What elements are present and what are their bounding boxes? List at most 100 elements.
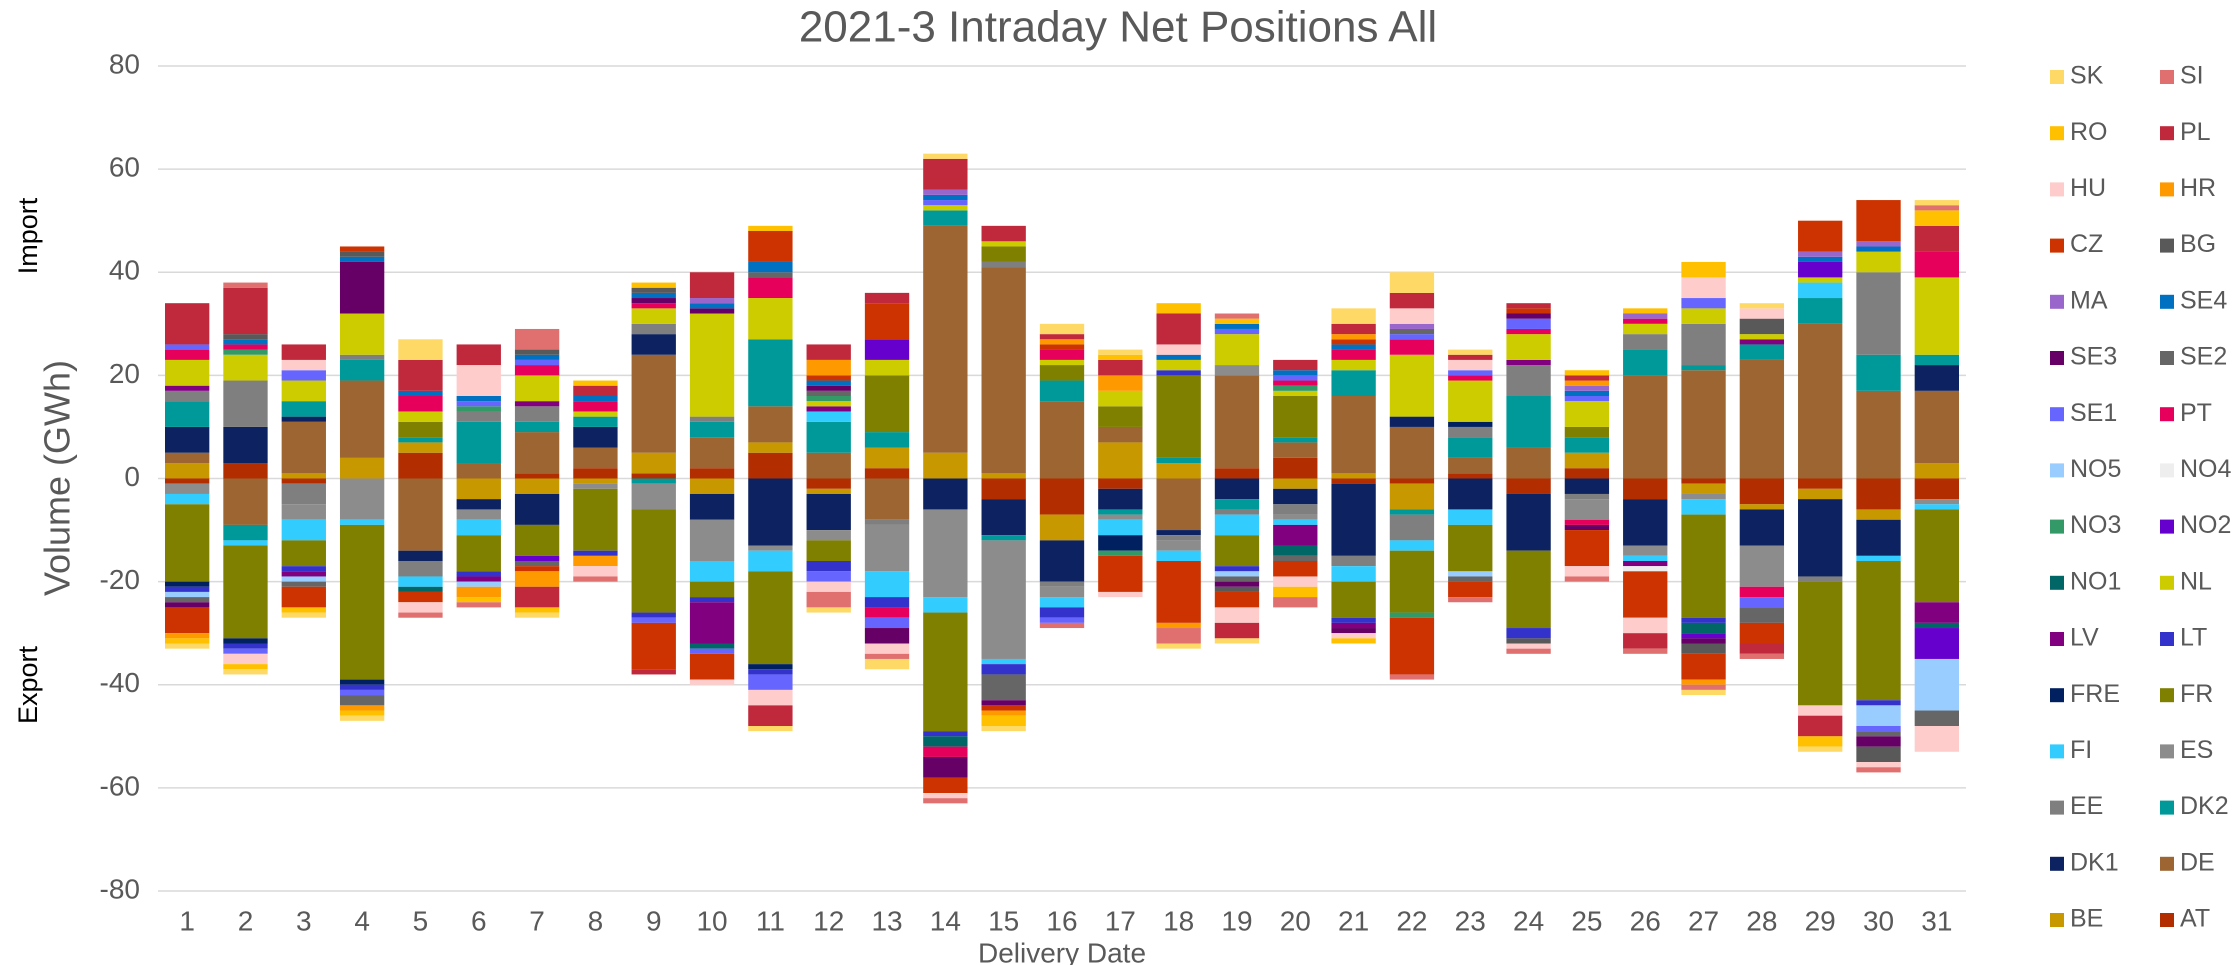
legend-swatch (2050, 407, 2064, 422)
bar-segment (339, 251, 385, 257)
bar-segment (864, 607, 910, 618)
bar-segment (1214, 509, 1260, 515)
bar-segment (1448, 571, 1493, 577)
bar-segment (514, 328, 560, 350)
legend-label: SE1 (2070, 399, 2117, 427)
bar-segment (1914, 463, 1960, 479)
bar-segment (514, 566, 560, 572)
bar-segment (1506, 447, 1551, 479)
bar-segment (689, 519, 735, 561)
bar-segment (923, 189, 968, 195)
bar-segment (1623, 648, 1668, 654)
x-tick-label: 6 (471, 905, 487, 936)
legend-label: MA (2070, 286, 2108, 314)
bar-segment (631, 509, 676, 613)
bar-segment (164, 303, 210, 345)
x-axis-label: Delivery Date (978, 937, 1146, 965)
bar-segment (1739, 504, 1785, 510)
bar-segment (1914, 499, 1960, 505)
bar-segment (223, 638, 268, 644)
export-label: Export (13, 645, 43, 724)
bar-segment (456, 401, 501, 407)
bar-segment (223, 540, 268, 546)
bar-segment (164, 602, 210, 608)
bar-segment (1273, 586, 1318, 598)
bar-segment (164, 638, 210, 644)
bar-segment (981, 267, 1026, 474)
bar-segment (1856, 241, 1901, 247)
bar-segment (923, 153, 968, 159)
bar-segment (864, 292, 910, 304)
bar-segment (573, 555, 618, 567)
bar-segment (398, 612, 443, 618)
bar-segment (514, 493, 560, 525)
bar-segment (981, 674, 1026, 701)
y-tick-label: -80 (100, 873, 140, 904)
bar-segment (1389, 550, 1435, 613)
bar-segment (1798, 488, 1843, 500)
bar-segment (1914, 225, 1960, 252)
bar-segment (1623, 375, 1668, 479)
bar-segment (514, 607, 560, 613)
bar-segment (1039, 401, 1085, 479)
bar-segment (1506, 638, 1551, 644)
legend-label: FI (2070, 736, 2092, 764)
bar-segment (1681, 298, 1726, 309)
bar-segment (164, 463, 210, 479)
bar-segment (1681, 643, 1726, 654)
bar-segment (573, 566, 618, 577)
bar-segment (1623, 566, 1668, 572)
bar-segment (1448, 354, 1493, 360)
bar-segment (223, 287, 268, 335)
bar-segment (1914, 504, 1960, 510)
bar-segment (339, 684, 385, 690)
bar-segment (573, 411, 618, 417)
bar-segment (339, 524, 385, 680)
bar-segment (806, 411, 851, 422)
bar-segment (1389, 540, 1435, 551)
bar-segment (864, 468, 910, 479)
bar-segment (806, 385, 851, 391)
bar-segment (281, 359, 326, 371)
bar-segment (1331, 308, 1376, 324)
bar-segment (398, 437, 443, 443)
bar-segment (1564, 566, 1610, 577)
bar-segment (223, 653, 268, 665)
legend-swatch (2160, 632, 2174, 646)
x-tick-label: 18 (1163, 905, 1194, 936)
legend: SK SI RO PL HU HR CZ BG MA SE4 SE3 SE2 SE1 PT NO5 NO4 NO… (2050, 62, 2232, 933)
bar-segment (514, 421, 560, 433)
bar-segment (223, 669, 268, 675)
bar-segment (223, 664, 268, 670)
legend-swatch (2160, 744, 2174, 759)
bar-segment (1273, 545, 1318, 556)
bar-segment (981, 664, 1026, 675)
bar-segment (1914, 622, 1960, 629)
bar-segment (1214, 313, 1260, 319)
legend-swatch (2160, 575, 2174, 590)
bar-segment (1564, 493, 1610, 500)
bar-segment (281, 504, 326, 520)
bar-segment (631, 452, 676, 474)
bar-segment (1156, 535, 1201, 541)
legend-label: NO5 (2070, 455, 2121, 483)
legend-label: NO2 (2180, 511, 2231, 539)
bar-segment (806, 401, 851, 407)
x-tick-label: 21 (1338, 905, 1369, 936)
bar-segment (1856, 200, 1901, 242)
bar-segment (631, 282, 676, 288)
bar-segment (1214, 468, 1260, 479)
bar-segment (1156, 622, 1201, 629)
bar-segment (689, 581, 735, 598)
bar-segment (1331, 617, 1376, 623)
bar-segment (1856, 731, 1901, 737)
bar-segment (1681, 514, 1726, 618)
bar-segment (923, 509, 968, 598)
bar-segment (1798, 220, 1843, 252)
bar-segment (1681, 493, 1726, 500)
bar-segment (456, 597, 501, 603)
bar-segment (1331, 566, 1376, 582)
bar-segment (514, 432, 560, 474)
bar-segment (398, 421, 443, 438)
bar-segment (1214, 514, 1260, 536)
